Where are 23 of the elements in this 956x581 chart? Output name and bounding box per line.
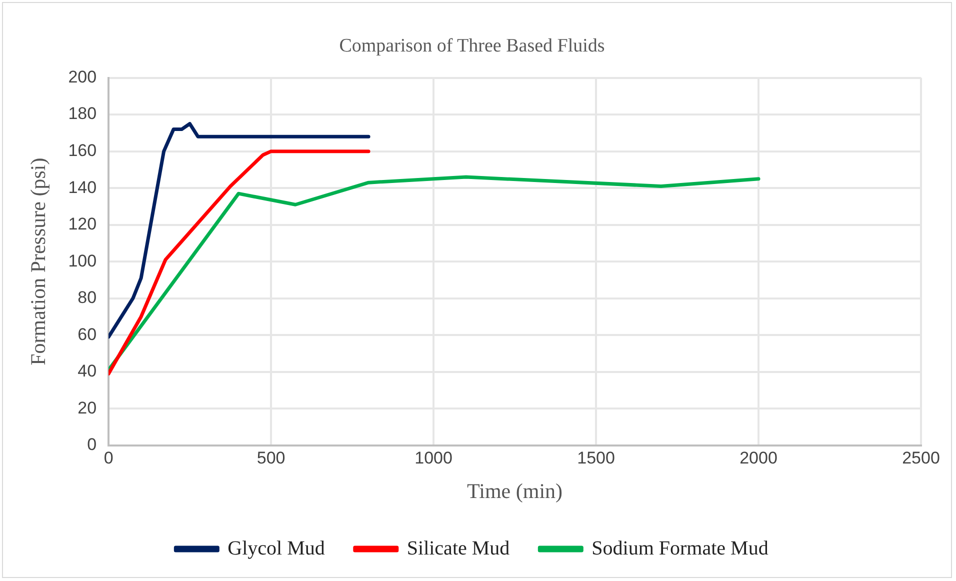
chart-title: Comparison of Three Based Fluids (339, 35, 605, 56)
x-tick-label: 1500 (577, 448, 615, 468)
y-tick-label: 120 (68, 214, 97, 234)
y-tick-label: 40 (78, 362, 97, 381)
x-tick-label: 0 (104, 448, 114, 468)
y-axis-title: Formation Pressure (psi) (26, 158, 50, 366)
x-tick-label: 1000 (414, 448, 452, 468)
y-tick-label: 100 (68, 251, 97, 270)
x-tick-label: 500 (256, 448, 286, 468)
x-tick-label: 2000 (740, 448, 778, 468)
y-tick-label: 140 (68, 178, 97, 197)
y-tick-label: 180 (68, 104, 97, 124)
legend-label: Sodium Formate Mud (592, 537, 768, 560)
x-axis-title: Time (min) (467, 478, 563, 503)
legend-label: Silicate Mud (406, 537, 510, 560)
y-tick-label: 200 (68, 67, 97, 86)
y-tick-label: 60 (78, 324, 97, 344)
y-tick-label: 80 (78, 288, 97, 308)
y-tick-label: 160 (68, 141, 97, 160)
y-tick-label: 20 (78, 398, 97, 418)
x-tick-label: 2500 (902, 448, 940, 468)
y-tick-label: 0 (87, 435, 97, 454)
legend-label: Glycol Mud (228, 537, 325, 560)
